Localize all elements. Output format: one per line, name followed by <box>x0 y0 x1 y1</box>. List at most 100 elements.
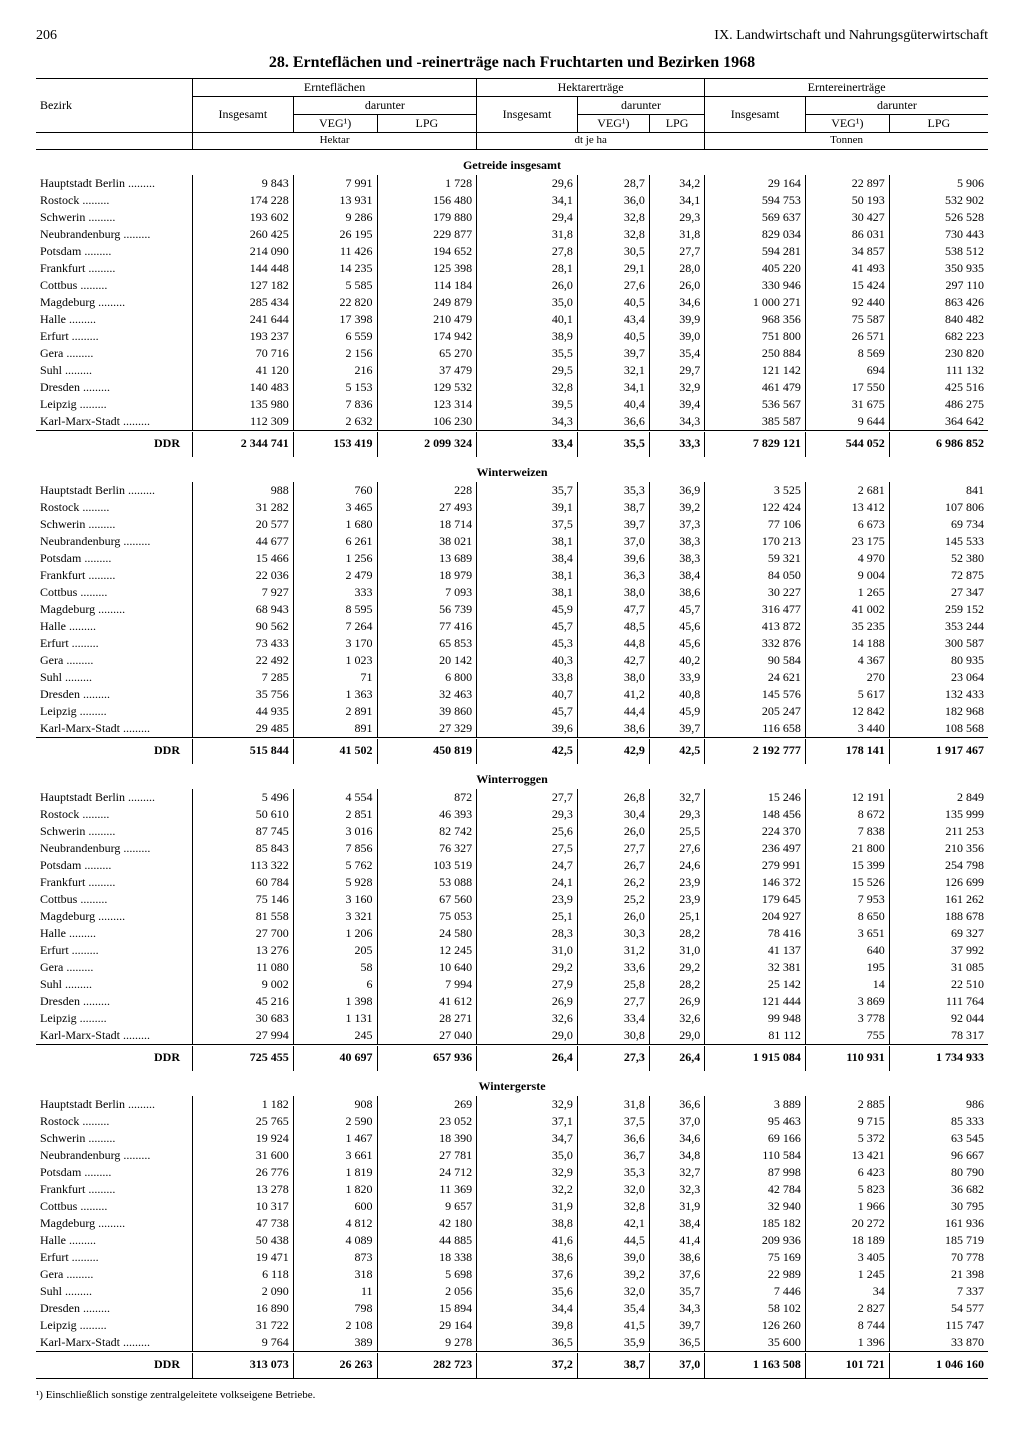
cell: 13 931 <box>293 192 377 209</box>
cell: 65 853 <box>377 635 477 652</box>
cell: 32,9 <box>477 1096 578 1113</box>
cell: 194 652 <box>377 243 477 260</box>
ddr-cell: 37,0 <box>649 1353 704 1379</box>
cell: 35,7 <box>649 1283 704 1300</box>
bezirk-label: Potsdam ......... <box>36 1164 193 1181</box>
cell: 9 002 <box>193 976 294 993</box>
bezirk-label: Karl-Marx-Stadt ......... <box>36 1334 193 1352</box>
cell: 330 946 <box>705 277 806 294</box>
cell: 34,8 <box>649 1147 704 1164</box>
cell: 31,8 <box>477 226 578 243</box>
cell: 640 <box>805 942 889 959</box>
bezirk-label: Dresden ......... <box>36 993 193 1010</box>
table-row: Frankfurt .........22 0362 47918 97938,1… <box>36 567 988 584</box>
cell: 28,0 <box>649 260 704 277</box>
cell: 11 426 <box>293 243 377 260</box>
cell: 121 142 <box>705 362 806 379</box>
table-row: Rostock .........25 7652 59023 05237,137… <box>36 1113 988 1130</box>
cell: 71 <box>293 669 377 686</box>
cell: 27,9 <box>477 976 578 993</box>
ddr-cell: 42,9 <box>577 739 649 764</box>
cell: 13 689 <box>377 550 477 567</box>
cell: 35,0 <box>477 294 578 311</box>
cell: 3 525 <box>705 482 806 499</box>
ddr-label: DDR <box>36 739 193 764</box>
cell: 1 398 <box>293 993 377 1010</box>
cell: 364 642 <box>889 413 988 431</box>
chapter-title: IX. Landwirtschaft und Nahrungsgüterwirt… <box>714 28 988 44</box>
cell: 2 090 <box>193 1283 294 1300</box>
cell: 7 446 <box>705 1283 806 1300</box>
cell: 318 <box>293 1266 377 1283</box>
cell: 11 369 <box>377 1181 477 1198</box>
ddr-cell: 26 263 <box>293 1353 377 1379</box>
cell: 10 640 <box>377 959 477 976</box>
bezirk-label: Dresden ......... <box>36 379 193 396</box>
cell: 65 270 <box>377 345 477 362</box>
cell: 230 820 <box>889 345 988 362</box>
cell: 31 282 <box>193 499 294 516</box>
table-row: Suhl .........41 12021637 47929,532,129,… <box>36 362 988 379</box>
cell: 7 953 <box>805 891 889 908</box>
ddr-cell: 657 936 <box>377 1046 477 1071</box>
cell: 103 519 <box>377 857 477 874</box>
cell: 8 744 <box>805 1317 889 1334</box>
table-row: Neubrandenburg .........44 6776 26138 02… <box>36 533 988 550</box>
cell: 13 278 <box>193 1181 294 1198</box>
cell: 29,0 <box>649 1027 704 1045</box>
cell: 48,5 <box>577 618 649 635</box>
cell: 15 424 <box>805 277 889 294</box>
cell: 87 745 <box>193 823 294 840</box>
table-row: Dresden .........140 4835 153129 53232,8… <box>36 379 988 396</box>
cell: 32,7 <box>649 789 704 806</box>
cell: 41,5 <box>577 1317 649 1334</box>
cell: 90 584 <box>705 652 806 669</box>
cell: 29 164 <box>705 175 806 192</box>
cell: 594 753 <box>705 192 806 209</box>
cell: 179 880 <box>377 209 477 226</box>
cell: 33,9 <box>649 669 704 686</box>
cell: 75 146 <box>193 891 294 908</box>
cell: 2 156 <box>293 345 377 362</box>
cell: 111 132 <box>889 362 988 379</box>
bezirk-label: Potsdam ......... <box>36 243 193 260</box>
table-row: Magdeburg .........68 9438 59556 73945,9… <box>36 601 988 618</box>
cell: 872 <box>377 789 477 806</box>
cell: 28,2 <box>649 976 704 993</box>
cell: 29 485 <box>193 720 294 738</box>
cell: 1 131 <box>293 1010 377 1027</box>
cell: 32,2 <box>477 1181 578 1198</box>
ddr-row: DDR313 07326 263282 72337,238,737,01 163… <box>36 1353 988 1379</box>
cell: 333 <box>293 584 377 601</box>
table-row: Hauptstadt Berlin .........1 18290826932… <box>36 1096 988 1113</box>
cell: 26,9 <box>477 993 578 1010</box>
col-lpg: LPG <box>889 115 988 133</box>
cell: 18 714 <box>377 516 477 533</box>
cell: 27 994 <box>193 1027 294 1045</box>
cell: 32,9 <box>477 1164 578 1181</box>
cell: 204 927 <box>705 908 806 925</box>
cell: 140 483 <box>193 379 294 396</box>
ddr-cell: 1 734 933 <box>889 1046 988 1071</box>
table-row: Neubrandenburg .........31 6003 66127 78… <box>36 1147 988 1164</box>
cell: 82 742 <box>377 823 477 840</box>
table-row: Cottbus .........7 9273337 09338,138,038… <box>36 584 988 601</box>
cell: 38,8 <box>477 1215 578 1232</box>
cell: 12 191 <box>805 789 889 806</box>
cell: 27 781 <box>377 1147 477 1164</box>
cell: 863 426 <box>889 294 988 311</box>
cell: 12 842 <box>805 703 889 720</box>
ddr-cell: 27,3 <box>577 1046 649 1071</box>
col-darunter: darunter <box>293 97 476 115</box>
cell: 730 443 <box>889 226 988 243</box>
cell: 52 380 <box>889 550 988 567</box>
cell: 1 245 <box>805 1266 889 1283</box>
cell: 92 044 <box>889 1010 988 1027</box>
cell: 20 272 <box>805 1215 889 1232</box>
table-row: Frankfurt .........13 2781 82011 36932,2… <box>36 1181 988 1198</box>
cell: 32 463 <box>377 686 477 703</box>
cell: 26 776 <box>193 1164 294 1181</box>
cell: 34 857 <box>805 243 889 260</box>
cell: 5 585 <box>293 277 377 294</box>
ddr-label: DDR <box>36 1353 193 1379</box>
